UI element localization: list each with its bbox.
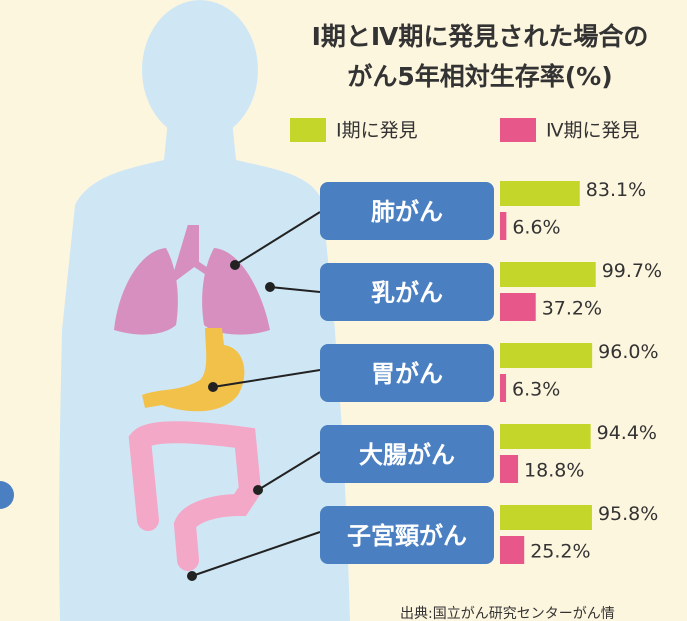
page: {"chart_data": {"type": "bar", "title": … bbox=[0, 0, 687, 621]
chart-subtitle: がん5年相対生存率(%) bbox=[347, 62, 612, 91]
bar bbox=[500, 424, 591, 449]
category-label: 子宮頸がん bbox=[347, 522, 467, 550]
value-label: 25.2% bbox=[530, 541, 590, 563]
value-label: 6.6% bbox=[512, 217, 560, 239]
legend-swatch bbox=[290, 118, 326, 142]
bar bbox=[500, 293, 536, 321]
chart-title: Ⅰ期とⅣ期に発見された場合の bbox=[312, 22, 649, 51]
value-label: 95.8% bbox=[598, 503, 658, 525]
bar bbox=[500, 374, 506, 402]
value-label: 94.4% bbox=[597, 422, 657, 444]
bar bbox=[500, 536, 524, 564]
value-label: 37.2% bbox=[542, 298, 602, 320]
category-label: 胃がん bbox=[371, 360, 443, 388]
chart: Ⅰ期とⅣ期に発見された場合の がん5年相対生存率(%) 出典:国立がん研究センタ… bbox=[0, 0, 687, 621]
bar bbox=[500, 455, 518, 483]
edge-circle bbox=[0, 481, 14, 509]
value-label: 6.3% bbox=[512, 379, 560, 401]
bar bbox=[500, 343, 592, 368]
value-label: 96.0% bbox=[598, 341, 658, 363]
category-label: 大腸がん bbox=[359, 441, 455, 469]
legend-label: Ⅳ期に発見 bbox=[546, 120, 640, 142]
category-label: 乳がん bbox=[371, 279, 443, 307]
bar bbox=[500, 212, 506, 240]
category-label: 肺がん bbox=[371, 198, 443, 226]
bar bbox=[500, 262, 596, 287]
legend-swatch bbox=[500, 118, 536, 142]
bar bbox=[500, 505, 592, 530]
legend-label: Ⅰ期に発見 bbox=[336, 120, 418, 142]
source: 出典:国立がん研究センターがん情 bbox=[400, 606, 615, 621]
value-label: 18.8% bbox=[524, 460, 584, 482]
value-label: 83.1% bbox=[586, 179, 646, 201]
bar bbox=[500, 181, 580, 206]
value-label: 99.7% bbox=[602, 260, 662, 282]
